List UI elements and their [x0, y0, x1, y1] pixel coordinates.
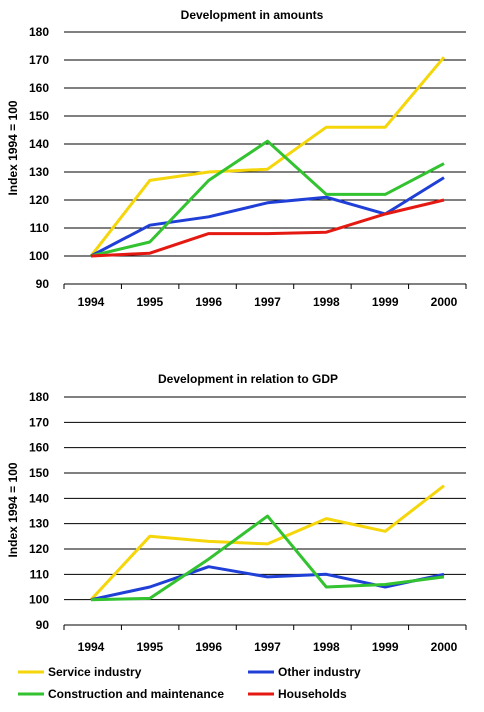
series-lines: [89, 484, 445, 602]
y-tick-label: 160: [29, 441, 49, 455]
chart-title: Development in relation to GDP: [158, 372, 338, 386]
y-tick-label: 180: [29, 25, 49, 39]
y-tick-label: 120: [29, 193, 49, 207]
legend-item-households: Households: [248, 687, 347, 701]
series-line-service: [89, 56, 446, 257]
legend-label: Households: [278, 687, 347, 701]
x-tick-labels: 1994 1995 1996 1997 1998 1999 2000: [78, 295, 458, 309]
x-tick-labels: 1994 1995 1996 1997 1998 1999 2000: [78, 640, 458, 654]
legend-label: Service industry: [48, 665, 142, 679]
series-line-service: [89, 484, 445, 601]
y-tick-label: 160: [29, 81, 49, 95]
legend-label: Other industry: [278, 665, 361, 679]
y-tick-labels: 90 100 110 120 130 140 150 160 170 180: [29, 25, 49, 291]
legend-item-other: Other industry: [248, 665, 361, 679]
y-tick-label: 100: [29, 593, 49, 607]
y-tick-label: 130: [29, 517, 49, 531]
chart-gdp: Development in relation to GDP Index 199…: [6, 372, 467, 654]
y-tick-label: 130: [29, 165, 49, 179]
gridlines: [63, 396, 467, 630]
legend-item-construction: Construction and maintenance: [18, 687, 224, 701]
chart-title: Development in amounts: [181, 8, 324, 22]
x-tick-label: 2000: [431, 295, 458, 309]
y-tick-label: 100: [29, 249, 49, 263]
x-tick-label: 1994: [78, 640, 105, 654]
legend-label: Construction and maintenance: [48, 687, 224, 701]
y-tick-label: 180: [29, 390, 49, 404]
y-tick-label: 150: [29, 109, 49, 123]
y-tick-label: 140: [29, 491, 49, 505]
x-tick-label: 2000: [431, 640, 458, 654]
x-tick-label: 1998: [313, 295, 340, 309]
series-line-construction: [90, 514, 445, 602]
x-tick-label: 1999: [372, 295, 399, 309]
y-tick-label: 170: [29, 415, 49, 429]
series-line-households: [90, 198, 445, 258]
x-tick-label: 1999: [372, 640, 399, 654]
y-tick-labels: 90 100 110 120 130 140 150 160 170 180: [29, 390, 49, 632]
x-tick-label: 1995: [136, 295, 163, 309]
x-tick-label: 1997: [254, 640, 281, 654]
gridlines: [63, 31, 467, 289]
x-tick-label: 1998: [313, 640, 340, 654]
x-tick-label: 1997: [254, 295, 281, 309]
x-tick-label: 1996: [195, 295, 222, 309]
x-tick-label: 1994: [78, 295, 105, 309]
chart-amounts: Development in amounts Index 1994 = 100 …: [6, 8, 467, 309]
x-tick-label: 1995: [136, 640, 163, 654]
y-axis-label: Index 1994 = 100: [6, 462, 20, 557]
legend: Service industry Other industry Construc…: [18, 665, 361, 701]
series-line-construction: [90, 139, 445, 258]
series-lines: [89, 56, 446, 258]
y-tick-label: 170: [29, 53, 49, 67]
y-tick-label: 90: [36, 277, 50, 291]
y-tick-label: 110: [30, 567, 50, 581]
y-tick-label: 140: [29, 137, 49, 151]
y-tick-label: 110: [30, 221, 50, 235]
y-axis-label: Index 1994 = 100: [6, 100, 20, 195]
y-tick-label: 120: [29, 542, 49, 556]
legend-item-service: Service industry: [18, 665, 142, 679]
y-tick-label: 90: [36, 618, 50, 632]
x-tick-label: 1996: [195, 640, 222, 654]
y-tick-label: 150: [29, 466, 49, 480]
series-line-other: [90, 565, 445, 602]
